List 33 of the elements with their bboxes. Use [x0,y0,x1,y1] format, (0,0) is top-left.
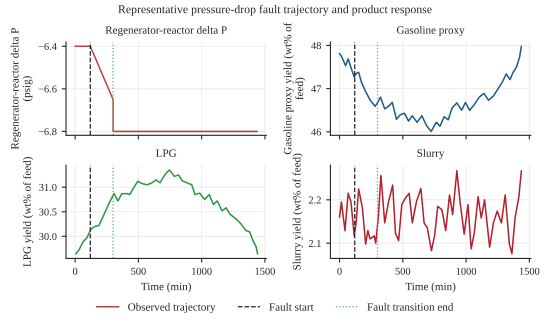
y-axis-title: Regenerator-reactor delta P (psig) [10,28,33,150]
y-tick-label: 48 [311,42,321,50]
y-axis-title: LPG yield (wt% of feed) [22,157,34,267]
y-tick-label: −6.6 [38,86,57,93]
chart-title: LPG [156,149,176,157]
x-axis-title: Time (min) [141,282,191,293]
x-tick-label: 0 [337,268,342,275]
x-axis-title: Time (min) [406,282,456,293]
x-tick-label: 0 [72,268,78,275]
x-tick-label: 500 [131,268,146,275]
legend-label: Fault start [269,302,314,311]
y-tick-label: 46 [311,128,322,136]
x-tick-label: 1500 [520,268,540,275]
legend-label: Fault transition end [367,302,454,311]
y-tick-label: 47 [311,85,322,92]
chart-title: Regenerator-reactor delta P [106,26,227,36]
y-tick-label: 31.0 [39,184,57,191]
y-tick-label: 30.5 [39,208,57,216]
text: Representative pressure-drop fault trajectory and product response [118,4,432,16]
y-tick-label: −6.4 [38,42,57,50]
x-tick-label: 500 [396,268,410,275]
chart-title: Slurry [417,149,444,160]
x-tick-label: 1500 [255,268,275,275]
y-tick-label: 2.2 [308,196,321,204]
x-tick-label: 1000 [456,268,476,275]
chart-title: Gasoline proxy [396,26,465,36]
legend-label: Observed trajectory [128,302,216,313]
y-tick-label: 2.1 [308,240,321,247]
y-axis-title: Slurry yield (wt% of feed) [292,154,303,270]
y-axis-title: Gasoline proxy yield (wt% of feed) [283,22,306,154]
y-tick-label: −6.8 [38,128,57,136]
y-tick-label: 30.0 [39,232,57,240]
x-tick-label: 1000 [192,268,212,275]
